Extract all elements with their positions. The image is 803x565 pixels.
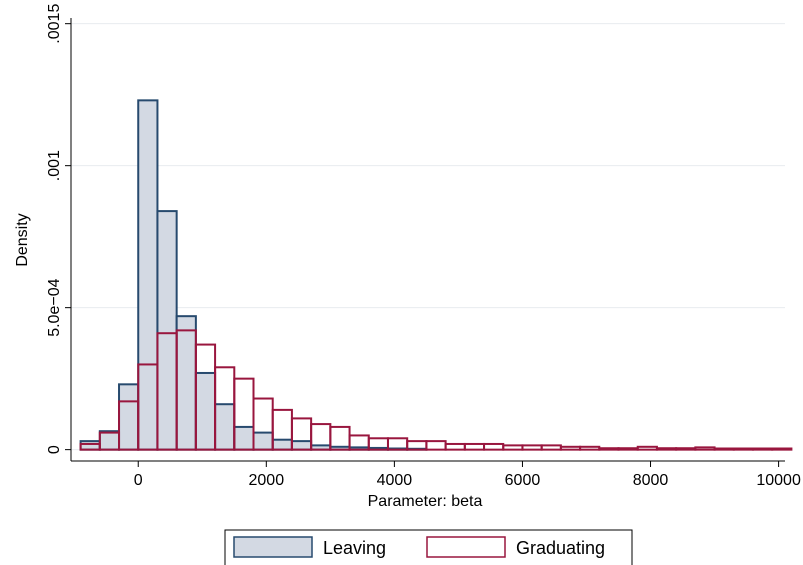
axes (70, 18, 785, 462)
bar-graduating-23 (521, 444, 543, 451)
y-ticks: 0 5.0e−04 .001 .0015 (46, 4, 71, 454)
bar-graduating-20 (463, 442, 486, 451)
bar-graduating-35 (751, 447, 774, 451)
bar-leaving-1 (98, 430, 121, 451)
bar-graduating-24 (540, 444, 562, 451)
x-tick-label-0: 0 (134, 472, 143, 489)
bar-graduating-18 (425, 440, 447, 451)
legend-swatch-graduating (426, 536, 506, 558)
x-tick-label-4: 8000 (633, 472, 669, 489)
bar-leaving-3 (137, 99, 159, 451)
bar-graduating-36 (771, 447, 793, 451)
y-tick-label-0: 0 (46, 445, 63, 454)
bar-leaving-9 (252, 431, 274, 451)
y-tick-label-2: .001 (46, 150, 63, 181)
bar-graduating-33 (713, 447, 735, 451)
legend: Leaving Graduating (224, 529, 633, 565)
bar-graduating-26 (579, 445, 601, 451)
y-tick-label-3: .0015 (46, 4, 63, 44)
x-tick-label-3: 6000 (505, 472, 541, 489)
x-ticks: 0 2000 4000 6000 8000 10000 (134, 461, 801, 489)
y-tick-label-1: 5.0e−04 (46, 278, 63, 336)
bar-leaving-0 (79, 440, 101, 451)
bar-graduating-28 (617, 447, 639, 451)
bar-graduating-19 (444, 442, 466, 451)
bar-graduating-25 (559, 445, 582, 451)
bar-graduating-31 (675, 447, 697, 451)
bar-graduating-34 (732, 447, 754, 451)
bar-graduating-30 (655, 447, 678, 451)
x-tick-label-2: 4000 (377, 472, 413, 489)
x-tick-label-5: 10000 (756, 472, 801, 489)
bar-graduating-21 (483, 442, 505, 451)
legend-swatch-leaving (233, 536, 313, 558)
bar-leaving-4 (156, 210, 178, 451)
y-axis-title: Density (14, 213, 31, 266)
bar-leaving-2 (118, 383, 140, 451)
x-axis-title: Parameter: beta (368, 493, 483, 510)
bar-graduating-29 (636, 445, 658, 451)
series-graduating (79, 329, 793, 451)
legend-label-graduating: Graduating (516, 538, 605, 558)
bar-graduating-22 (502, 444, 524, 451)
bar-leaving-10 (271, 438, 293, 451)
legend-label-leaving: Leaving (323, 538, 386, 558)
x-tick-label-1: 2000 (249, 472, 285, 489)
bar-leaving-11 (290, 440, 313, 451)
bar-graduating-32 (694, 446, 716, 451)
bar-graduating-27 (598, 447, 620, 451)
bar-leaving-5 (175, 315, 197, 451)
bar-leaving-7 (214, 403, 236, 451)
bar-leaving-8 (233, 425, 255, 451)
bar-leaving-6 (194, 371, 217, 451)
